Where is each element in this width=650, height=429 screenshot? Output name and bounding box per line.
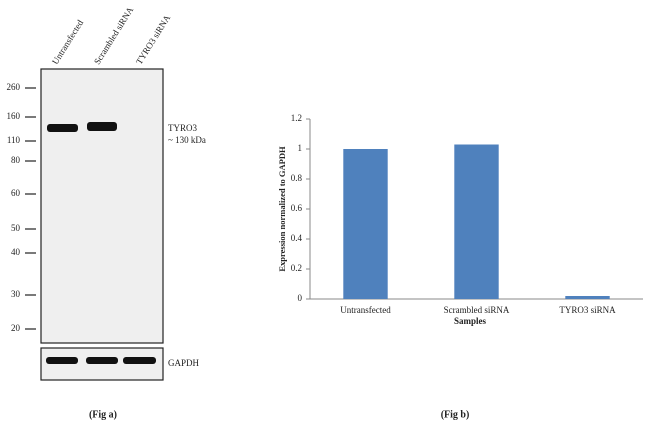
y-tick-label: 0.8 (291, 173, 303, 183)
y-tick-label: 0.2 (291, 263, 302, 273)
x-tick-label: Untransfected (340, 305, 391, 315)
lane-label: TYRO3 siRNA (134, 13, 173, 66)
lane-label: Scrambled siRNA (92, 5, 136, 66)
caption: (Fig b) (441, 409, 470, 420)
y-tick-label: 1.2 (291, 113, 302, 123)
band-label: TYRO3 (168, 123, 197, 133)
control-label: GAPDH (168, 358, 200, 368)
bar (565, 296, 610, 299)
band (87, 122, 117, 131)
control-band (46, 357, 78, 364)
x-tick-label: Scrambled siRNA (444, 305, 510, 315)
marker-label: 60 (11, 188, 21, 198)
control-band (86, 357, 118, 364)
band (47, 124, 78, 132)
y-tick-label: 0.6 (291, 203, 303, 213)
marker-label: 30 (11, 289, 21, 299)
blot-membrane (40, 68, 164, 344)
x-axis-label: Samples (454, 316, 487, 326)
marker-label: 110 (7, 135, 21, 145)
band-size: ~ 130 kDa (168, 135, 206, 145)
x-tick-label: TYRO3 siRNA (559, 305, 616, 315)
y-tick-label: 1 (298, 143, 303, 153)
bar (454, 144, 499, 299)
caption: (Fig a) (89, 409, 117, 420)
lane-label: Untransfected (50, 18, 85, 67)
marker-label: 50 (11, 223, 21, 233)
marker-label: 40 (11, 247, 21, 257)
marker-label: 260 (7, 82, 21, 92)
bar (343, 149, 388, 299)
marker-label: 160 (7, 111, 21, 121)
y-tick-label: 0 (298, 293, 303, 303)
y-tick-label: 0.4 (291, 233, 303, 243)
marker-label: 80 (11, 155, 21, 165)
control-band (123, 357, 156, 364)
marker-label: 20 (11, 323, 21, 333)
y-axis-label: Expression normalized to GAPDH (277, 146, 287, 272)
